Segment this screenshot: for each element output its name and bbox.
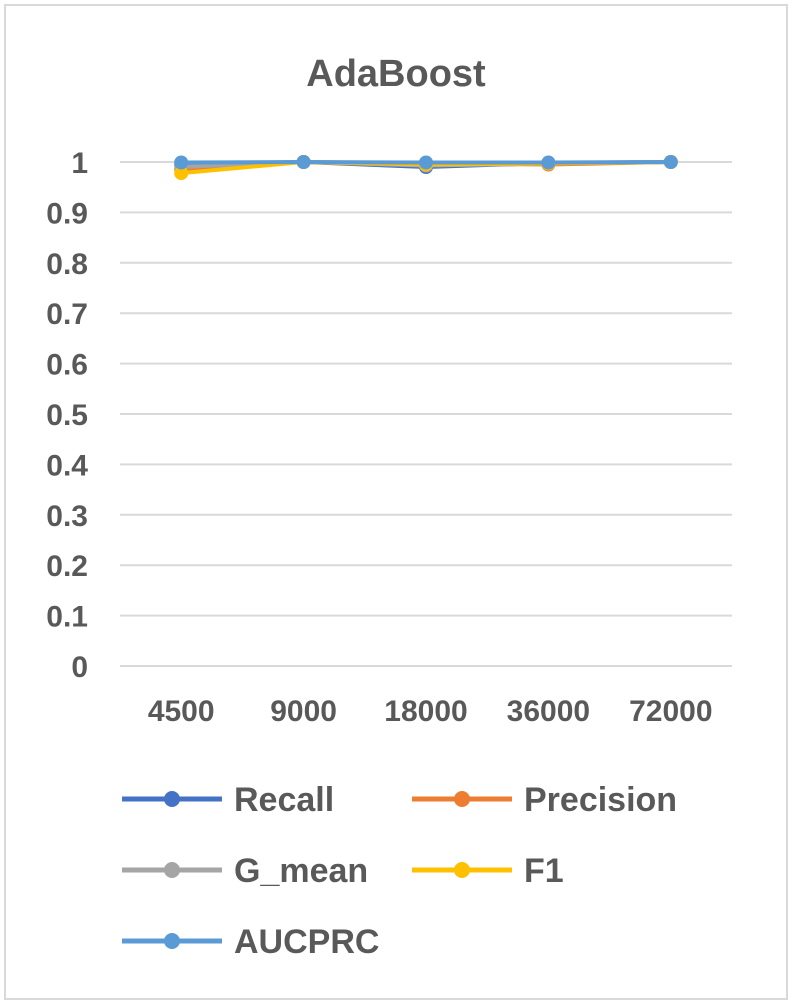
y-tick-label: 1 [71,147,88,180]
legend-label: F1 [524,852,564,890]
x-axis-ticks: 4500 9000 18000 36000 72000 [148,695,713,728]
y-tick-label: 0.1 [46,601,88,634]
series-aucprc [174,155,678,170]
x-tick-label: 36000 [507,695,590,728]
data-point [541,155,556,170]
x-tick-label: 72000 [629,695,712,728]
y-tick-label: 0.8 [46,248,88,281]
legend-label: AUCPRC [234,923,379,961]
x-tick-label: 9000 [270,695,337,728]
legend-swatch-marker [164,933,180,949]
data-point [174,166,189,181]
data-point [174,155,189,170]
y-tick-label: 0.7 [46,298,88,331]
y-tick-label: 0.2 [46,550,88,583]
legend-label: Recall [234,781,334,819]
legend-item: F1 [412,852,564,890]
y-tick-label: 0.6 [46,349,88,382]
y-tick-label: 0.9 [46,197,88,230]
chart-frame [4,4,788,1000]
legend-swatch-marker [454,862,470,878]
y-tick-label: 0.3 [46,500,88,533]
x-tick-label: 18000 [384,695,467,728]
legend-swatch-marker [454,791,470,807]
legend-item: Precision [412,781,677,819]
legend-label: G_mean [234,852,368,890]
legend-item: AUCPRC [122,923,379,961]
y-tick-label: 0.4 [46,449,88,482]
legend-item: G_mean [122,852,368,890]
series-lines [174,155,678,181]
y-tick-label: 0 [71,651,88,684]
data-point [419,155,433,170]
legend-item: Recall [122,781,334,819]
legend-swatch-marker [164,862,180,878]
gridlines [120,161,732,667]
x-tick-label: 4500 [148,695,215,728]
legend-label: Precision [524,781,677,819]
data-point [296,155,311,169]
y-axis-ticks: 0 0.1 0.2 0.3 0.4 0.5 0.6 0.7 0.8 0.9 1 [46,147,88,684]
legend-swatch-marker [164,791,180,807]
data-point [663,155,678,169]
chart-title: AdaBoost [306,53,486,95]
y-tick-label: 0.5 [46,399,88,432]
legend: Recall Precision G_mean F1 AUCPRC [122,781,677,961]
